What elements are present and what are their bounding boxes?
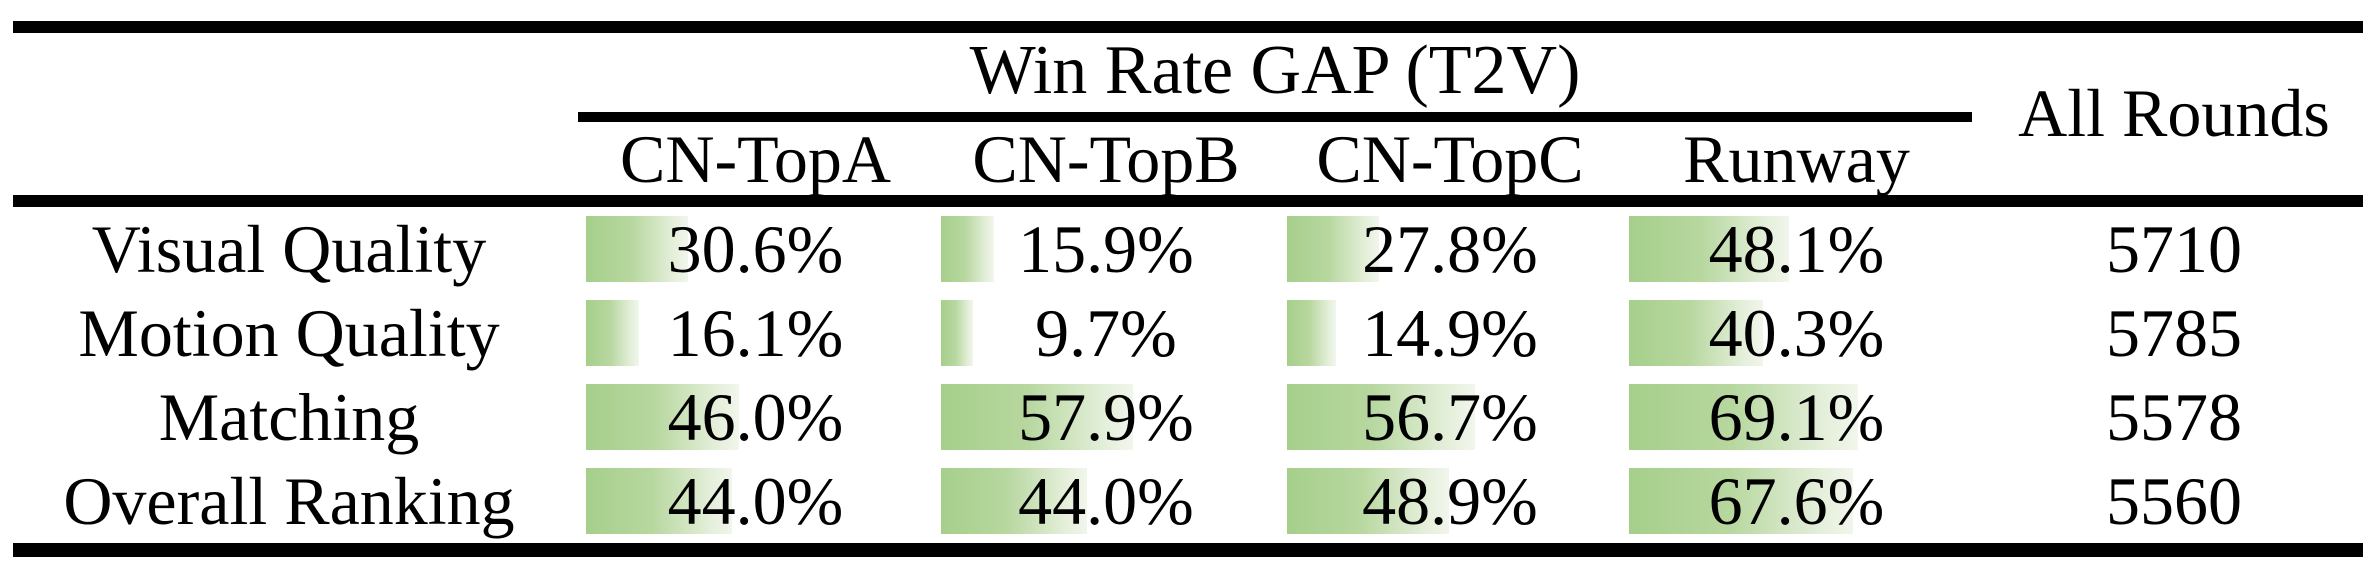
value-cell: 48.1% [1621,207,1972,291]
win-rate-bar [1287,300,1337,366]
row-label: Overall Ranking [63,463,515,539]
bottom-rule [13,543,2363,557]
win-rate-value: 44.0% [1018,463,1194,539]
win-rate-value: 16.1% [667,295,844,371]
table-row: Motion Quality 16.1% 9.7% 14.9% 40.3% 57… [0,291,2376,375]
win-rate-bar [1287,468,1450,534]
all-rounds-value: 5785 [2106,295,2242,371]
table-row: Visual Quality 30.6% 15.9% 27.8% 48.1% 5… [0,207,2376,291]
value-cell: 14.9% [1279,291,1621,375]
win-rate-value: 44.0% [667,463,844,539]
group-header-rule [578,112,1972,122]
header-body-rule [13,195,2363,207]
win-rate-bar [1629,384,1859,450]
value-cell: 9.7% [933,291,1279,375]
win-rate-value: 46.0% [667,379,844,455]
win-rate-bar [1629,468,1854,534]
row-label: Motion Quality [78,295,500,371]
table-row: Matching 46.0% 57.9% 56.7% 69.1% 5578 [0,375,2376,459]
win-rate-bar [586,216,688,282]
value-cell: 67.6% [1621,459,1972,543]
win-rate-value: 48.1% [1708,211,1885,287]
win-rate-value: 56.7% [1362,379,1538,455]
win-rate-bar [941,384,1134,450]
column-header-runway: Runway [1683,120,1910,197]
column-header-row: CN-TopA CN-TopB CN-TopC Runway [0,122,1972,195]
value-cell: 40.3% [1621,291,1972,375]
win-rate-bar [1629,300,1763,366]
value-cell: 27.8% [1279,207,1621,291]
win-rate-bar [941,300,974,366]
win-rate-value: 27.8% [1362,211,1538,287]
win-rate-bar [941,216,994,282]
win-rate-value: 48.9% [1362,463,1538,539]
win-rate-bar [586,384,739,450]
value-cell: 30.6% [578,207,933,291]
win-rate-value: 69.1% [1708,379,1885,455]
win-rate-value: 15.9% [1018,211,1194,287]
value-cell: 16.1% [578,291,933,375]
table-body: Visual Quality 30.6% 15.9% 27.8% 48.1% 5… [0,207,2376,543]
row-label: Matching [158,379,420,455]
value-cell: 56.7% [1279,375,1621,459]
win-rate-value: 9.7% [1035,295,1177,371]
win-rate-bar [1629,216,1789,282]
column-header-cn-topc: CN-TopC [1316,120,1584,197]
table-row: Overall Ranking 44.0% 44.0% 48.9% 67.6% … [0,459,2376,543]
win-rate-value: 67.6% [1708,463,1885,539]
win-rate-value: 57.9% [1018,379,1194,455]
value-cell: 48.9% [1279,459,1621,543]
win-rate-value: 14.9% [1362,295,1538,371]
all-rounds-column-header: All Rounds [2018,74,2330,151]
all-rounds-value: 5578 [2106,379,2242,455]
column-header-cn-topa: CN-TopA [619,120,891,197]
value-cell: 57.9% [933,375,1279,459]
row-label: Visual Quality [91,211,487,287]
row-label-column-spacer [0,122,578,195]
win-rate-bar [941,468,1088,534]
value-cell: 69.1% [1621,375,1972,459]
value-cell: 44.0% [933,459,1279,543]
value-cell: 44.0% [578,459,933,543]
win-rate-bar [586,468,733,534]
win-rate-bar [1287,384,1476,450]
win-rate-bar [1287,216,1380,282]
all-rounds-value: 5560 [2106,463,2242,539]
win-rate-bar [586,300,640,366]
top-rule [13,21,2363,33]
value-cell: 15.9% [933,207,1279,291]
all-rounds-value: 5710 [2106,211,2242,287]
win-rate-value: 40.3% [1708,295,1885,371]
group-header-title: Win Rate GAP (T2V) [969,32,1581,109]
win-rate-value: 30.6% [667,211,844,287]
column-header-cn-topb: CN-TopB [972,120,1240,197]
value-cell: 46.0% [578,375,933,459]
